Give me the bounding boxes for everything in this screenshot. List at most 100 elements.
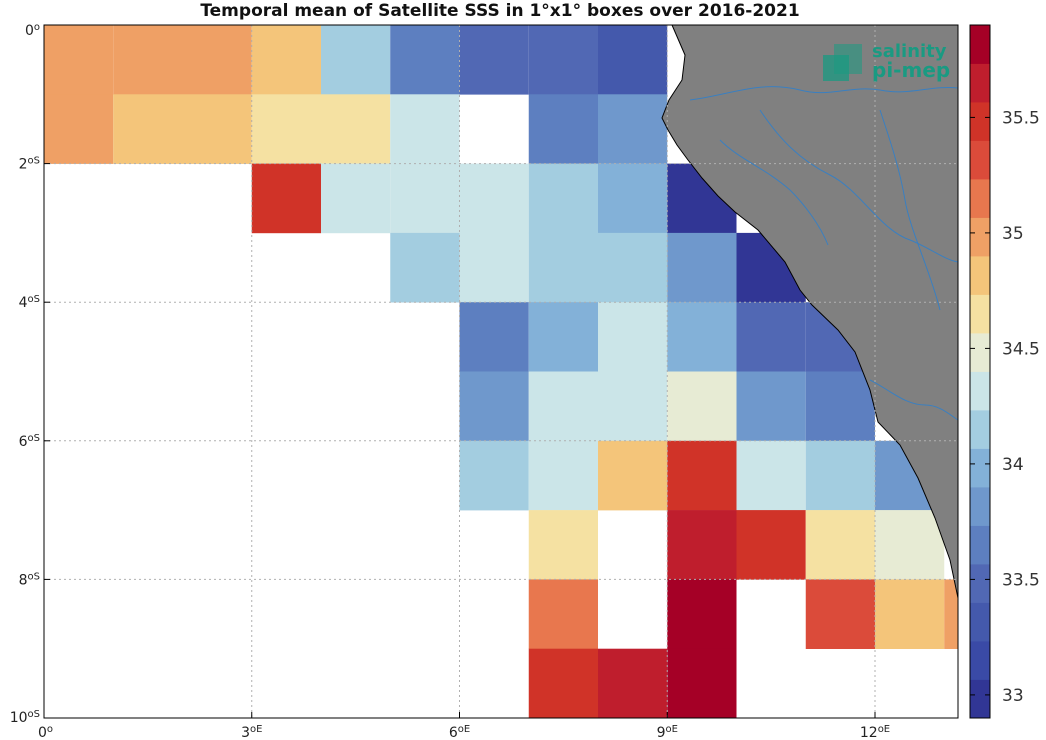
sss-cell [598, 163, 668, 234]
sss-cell [528, 163, 598, 234]
colorbar: 33 33.5 34 34.5 35 35.5 [969, 24, 1040, 719]
sss-cell [805, 440, 875, 511]
sss-cell [459, 371, 529, 442]
colorbar-segment [970, 63, 990, 103]
pimep-logo-icon [823, 44, 862, 81]
sss-cell [944, 579, 958, 649]
colorbar-tick-label: 35 [1002, 224, 1024, 244]
sss-cell [459, 232, 529, 303]
y-tick-label: 2oS [19, 156, 40, 173]
colorbar-segment [970, 641, 990, 680]
sss-cell [667, 302, 737, 372]
colorbar-segment [970, 179, 990, 218]
sss-cell [459, 302, 529, 372]
colorbar-segment [970, 410, 990, 449]
sss-cell [321, 25, 391, 95]
sss-cell [667, 579, 737, 649]
sss-cell [44, 25, 114, 95]
sss-cell [528, 579, 598, 649]
gridlines [44, 25, 958, 718]
y-axis-ticks: 0o 2oS 4oS 6oS 8oS 10oS [10, 22, 50, 726]
sss-cell [875, 579, 945, 649]
river [719, 139, 829, 246]
sss-cell [113, 25, 183, 95]
sss-cell [598, 440, 668, 511]
sss-cell [528, 25, 598, 95]
x-axis-ticks: 0o 3oE 6oE 9oE 12oE [38, 712, 890, 740]
map-area: 0o 3oE 6oE 9oE 12oE 0o 2oS 4oS 6oS 8oS 10oS [10, 22, 959, 740]
colorbar-segment [970, 602, 990, 642]
sss-cell [528, 371, 598, 442]
sss-cell [528, 440, 598, 511]
sss-cell [113, 94, 183, 164]
colorbar-segment [970, 294, 990, 334]
x-tick-label: 3oE [241, 724, 262, 740]
map-frame [43, 24, 959, 719]
y-tick-label: 6oS [19, 433, 40, 450]
sss-cell [251, 163, 321, 234]
x-tick-label: 12oE [860, 724, 890, 740]
colorbar-segments [970, 25, 990, 719]
map-title: Temporal mean of Satellite SSS in 1°x1° … [200, 1, 799, 21]
sss-cell [528, 94, 598, 164]
river [869, 379, 959, 421]
sss-cell [251, 94, 321, 164]
sss-cell [390, 232, 460, 303]
logo-line1: salinity [872, 41, 947, 62]
river [759, 109, 959, 263]
colorbar-segment [970, 256, 990, 295]
sss-cell [321, 163, 391, 234]
sss-cell [667, 371, 737, 442]
sss-cell [805, 510, 875, 580]
pimep-logo: salinity pi-mep [823, 41, 950, 82]
sss-cell [598, 94, 668, 164]
sss-cell [805, 579, 875, 649]
sss-cell [321, 94, 391, 164]
colorbar-tick-label: 33 [1002, 686, 1024, 706]
sss-cell [528, 648, 598, 719]
colorbar-tick-label: 34 [1002, 455, 1024, 475]
y-tick-label: 0o [25, 22, 40, 39]
sss-cell [736, 440, 806, 511]
river [879, 109, 941, 311]
sss-cell [667, 648, 737, 719]
sss-cell [390, 94, 460, 164]
sss-cell [598, 371, 668, 442]
sss-cell [736, 510, 806, 580]
sss-cell [390, 163, 460, 234]
colorbar-segment [970, 487, 990, 526]
land-layer [661, 24, 959, 718]
sss-cell [875, 510, 945, 580]
x-tick-label: 6oE [449, 724, 470, 740]
sss-cell [459, 440, 529, 511]
sss-cell [598, 302, 668, 372]
sss-cell [598, 648, 668, 719]
colorbar-segment [970, 371, 990, 411]
colorbar-segment [970, 217, 990, 257]
sss-cell [390, 25, 460, 95]
sss-cell [667, 440, 737, 511]
colorbar-segment [970, 525, 990, 565]
africa-coast-land [661, 24, 959, 718]
y-tick-label: 10oS [10, 709, 40, 726]
river [689, 86, 959, 101]
sss-cell [44, 94, 114, 164]
sss-cell [598, 25, 668, 95]
colorbar-tick-label: 34.5 [1002, 339, 1040, 359]
sss-cell [251, 25, 321, 95]
colorbar-tick-label: 33.5 [1002, 570, 1040, 590]
sss-cell [528, 302, 598, 372]
x-tick-label: 9oE [657, 724, 678, 740]
sss-cell [805, 371, 875, 442]
sss-cell [736, 371, 806, 442]
sss-cell [182, 94, 252, 164]
colorbar-ticks: 33 33.5 34 34.5 35 35.5 [970, 108, 1040, 706]
sss-cell [459, 25, 529, 95]
colorbar-segment [970, 564, 990, 603]
colorbar-segment [970, 140, 990, 180]
colorbar-segment [970, 679, 990, 719]
y-tick-label: 4oS [19, 294, 40, 311]
sss-cell [598, 232, 668, 303]
colorbar-frame [969, 24, 991, 719]
